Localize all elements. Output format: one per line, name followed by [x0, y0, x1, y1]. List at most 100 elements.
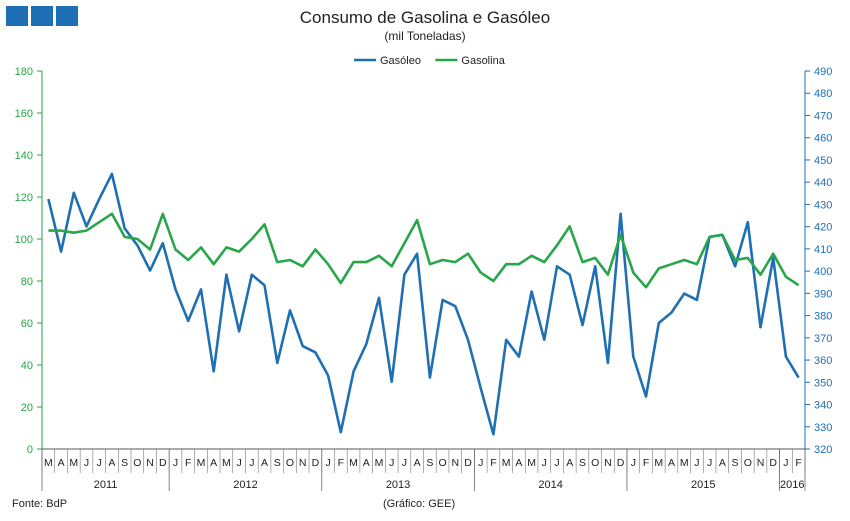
logo-block-1	[6, 6, 28, 26]
series-line-gasoleo	[47, 172, 800, 436]
x-year-label: 2012	[233, 479, 257, 491]
x-month-label: M	[527, 457, 536, 469]
x-month-label: S	[274, 457, 281, 469]
x-month-label: J	[631, 457, 636, 469]
x-month-label: J	[478, 457, 483, 469]
x-month-label: J	[326, 457, 331, 469]
x-month-label: A	[566, 457, 573, 469]
x-month-label: J	[173, 457, 178, 469]
x-month-label: A	[515, 457, 522, 469]
x-year-label: 2014	[538, 479, 562, 491]
x-month-label: A	[414, 457, 421, 469]
x-month-label: O	[286, 457, 294, 469]
x-month-label: N	[451, 457, 459, 469]
left-axis-tick-label: 80	[21, 276, 33, 288]
right-axis-tick-label: 370	[814, 333, 832, 345]
right-axis-tick-label: 450	[814, 155, 832, 167]
x-month-label: O	[744, 457, 752, 469]
x-month-label: M	[197, 457, 206, 469]
right-axis-tick-label: 380	[814, 311, 832, 323]
x-month-label: F	[643, 457, 649, 469]
right-axis-tick-label: 350	[814, 377, 832, 389]
x-year-label: 2013	[386, 479, 410, 491]
x-month-label: M	[680, 457, 689, 469]
x-month-label: D	[617, 457, 625, 469]
x-month-label: N	[146, 457, 154, 469]
x-month-label: J	[389, 457, 394, 469]
left-axis-tick-label: 20	[21, 402, 33, 414]
left-axis-tick-label: 180	[15, 66, 33, 78]
x-month-label: O	[133, 457, 141, 469]
logo-block-3	[56, 6, 78, 26]
x-month-label: J	[554, 457, 559, 469]
x-month-label: M	[502, 457, 511, 469]
x-month-label: J	[236, 457, 241, 469]
x-month-label: D	[159, 457, 167, 469]
x-month-label: A	[58, 457, 65, 469]
right-axis-tick-label: 420	[814, 222, 832, 234]
chart-title: Consumo de Gasolina e Gasóleo	[299, 8, 551, 27]
x-month-label: N	[757, 457, 765, 469]
right-axis-tick-label: 320	[814, 444, 832, 456]
left-axis-tick-label: 40	[21, 360, 33, 372]
x-month-label: J	[97, 457, 102, 469]
x-month-label: F	[185, 457, 191, 469]
right-axis-tick-label: 390	[814, 288, 832, 300]
left-axis-tick-label: 140	[15, 150, 33, 162]
chart-subtitle: (mil Toneladas)	[384, 29, 466, 43]
x-month-label: M	[654, 457, 663, 469]
source-note: Fonte: BdP	[12, 498, 68, 510]
x-month-label: J	[694, 457, 699, 469]
right-axis-tick-label: 410	[814, 244, 832, 256]
x-month-label: F	[795, 457, 801, 469]
legend-label-gasolina: Gasolina	[461, 55, 505, 67]
x-year-label: 2015	[691, 479, 715, 491]
x-month-label: A	[668, 457, 675, 469]
right-axis-tick-label: 470	[814, 110, 832, 122]
x-month-label: D	[312, 457, 320, 469]
right-axis-tick-label: 340	[814, 400, 832, 412]
x-month-label: S	[579, 457, 586, 469]
x-month-label: J	[783, 457, 788, 469]
logo-block-2	[31, 6, 53, 26]
x-month-label: D	[769, 457, 777, 469]
x-month-label: A	[719, 457, 726, 469]
left-axis-tick-label: 160	[15, 108, 33, 120]
x-year-label: 2016	[780, 479, 804, 491]
right-axis-tick-label: 360	[814, 355, 832, 367]
x-month-label: O	[591, 457, 599, 469]
series-line-gasolina	[48, 212, 800, 289]
left-axis-tick-label: 0	[27, 444, 33, 456]
x-month-label: F	[338, 457, 344, 469]
right-axis-tick-label: 400	[814, 266, 832, 278]
right-axis-tick-label: 460	[814, 133, 832, 145]
right-axis-tick-label: 330	[814, 422, 832, 434]
right-axis-tick-label: 480	[814, 88, 832, 100]
credit-note: (Gráfico: GEE)	[383, 498, 456, 510]
x-month-label: O	[438, 457, 446, 469]
x-month-label: M	[222, 457, 231, 469]
x-month-label: S	[121, 457, 128, 469]
x-month-label: F	[490, 457, 496, 469]
legend-label-gasoleo: Gasóleo	[380, 55, 421, 67]
x-month-label: J	[542, 457, 547, 469]
x-month-label: S	[732, 457, 739, 469]
x-month-label: S	[426, 457, 433, 469]
x-month-label: J	[84, 457, 89, 469]
x-month-label: N	[299, 457, 307, 469]
right-axis-tick-label: 430	[814, 199, 832, 211]
x-month-label: J	[707, 457, 712, 469]
x-month-label: M	[44, 457, 53, 469]
left-axis-tick-label: 60	[21, 318, 33, 330]
right-axis-tick-label: 440	[814, 177, 832, 189]
left-axis-tick-label: 100	[15, 234, 33, 246]
x-year-label: 2011	[94, 479, 118, 491]
x-month-label: M	[375, 457, 384, 469]
x-month-label: A	[210, 457, 217, 469]
x-month-label: J	[402, 457, 407, 469]
left-axis-tick-label: 120	[15, 192, 33, 204]
x-month-label: N	[604, 457, 612, 469]
x-month-label: M	[349, 457, 358, 469]
